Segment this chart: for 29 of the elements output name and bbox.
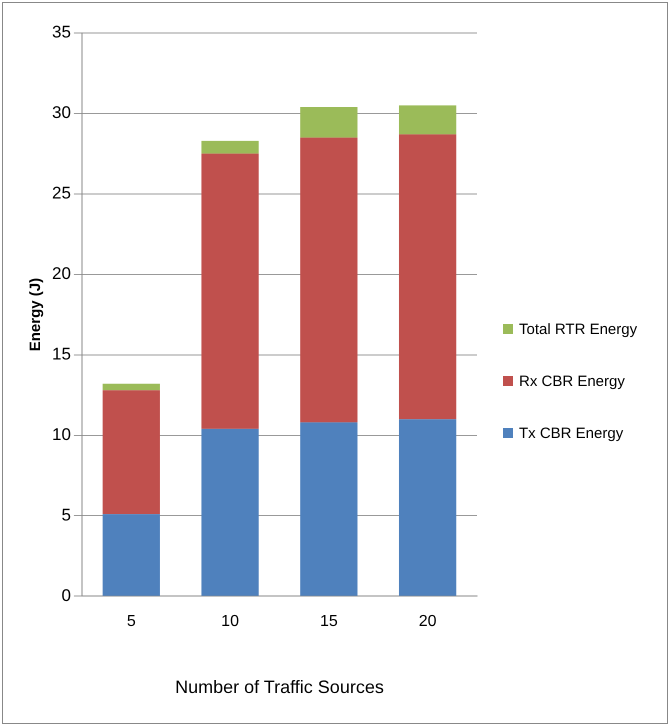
x-axis-title: Number of Traffic Sources — [175, 677, 384, 698]
bar — [300, 138, 358, 422]
y-tick-label: 5 — [61, 505, 71, 524]
legend-label: Tx CBR Energy — [519, 424, 624, 442]
bar — [300, 107, 358, 138]
legend-label: Total RTR Energy — [519, 320, 638, 338]
bar — [398, 134, 456, 420]
legend-label: Rx CBR Energy — [519, 372, 625, 390]
y-tick-label: 35 — [52, 22, 71, 42]
bar — [102, 384, 160, 390]
x-tick-label: 5 — [126, 613, 136, 630]
y-tick-label: 10 — [52, 424, 71, 444]
x-tick-label: 10 — [221, 613, 240, 630]
bar — [201, 428, 259, 596]
y-axis-title: Energy (J) — [27, 278, 44, 352]
x-tick-label: 15 — [320, 613, 338, 630]
y-tick-label: 20 — [52, 264, 71, 284]
bar — [102, 514, 160, 596]
y-tick-label: 25 — [52, 184, 71, 203]
y-tick-label: 15 — [52, 344, 71, 364]
bar — [201, 140, 259, 154]
bar — [398, 419, 456, 596]
bar — [201, 154, 259, 429]
bar — [102, 390, 160, 514]
x-tick-label: 20 — [418, 613, 437, 630]
bar — [300, 422, 358, 596]
y-tick-label: 0 — [61, 586, 71, 605]
bar — [398, 105, 456, 134]
y-tick-label: 30 — [52, 103, 71, 122]
